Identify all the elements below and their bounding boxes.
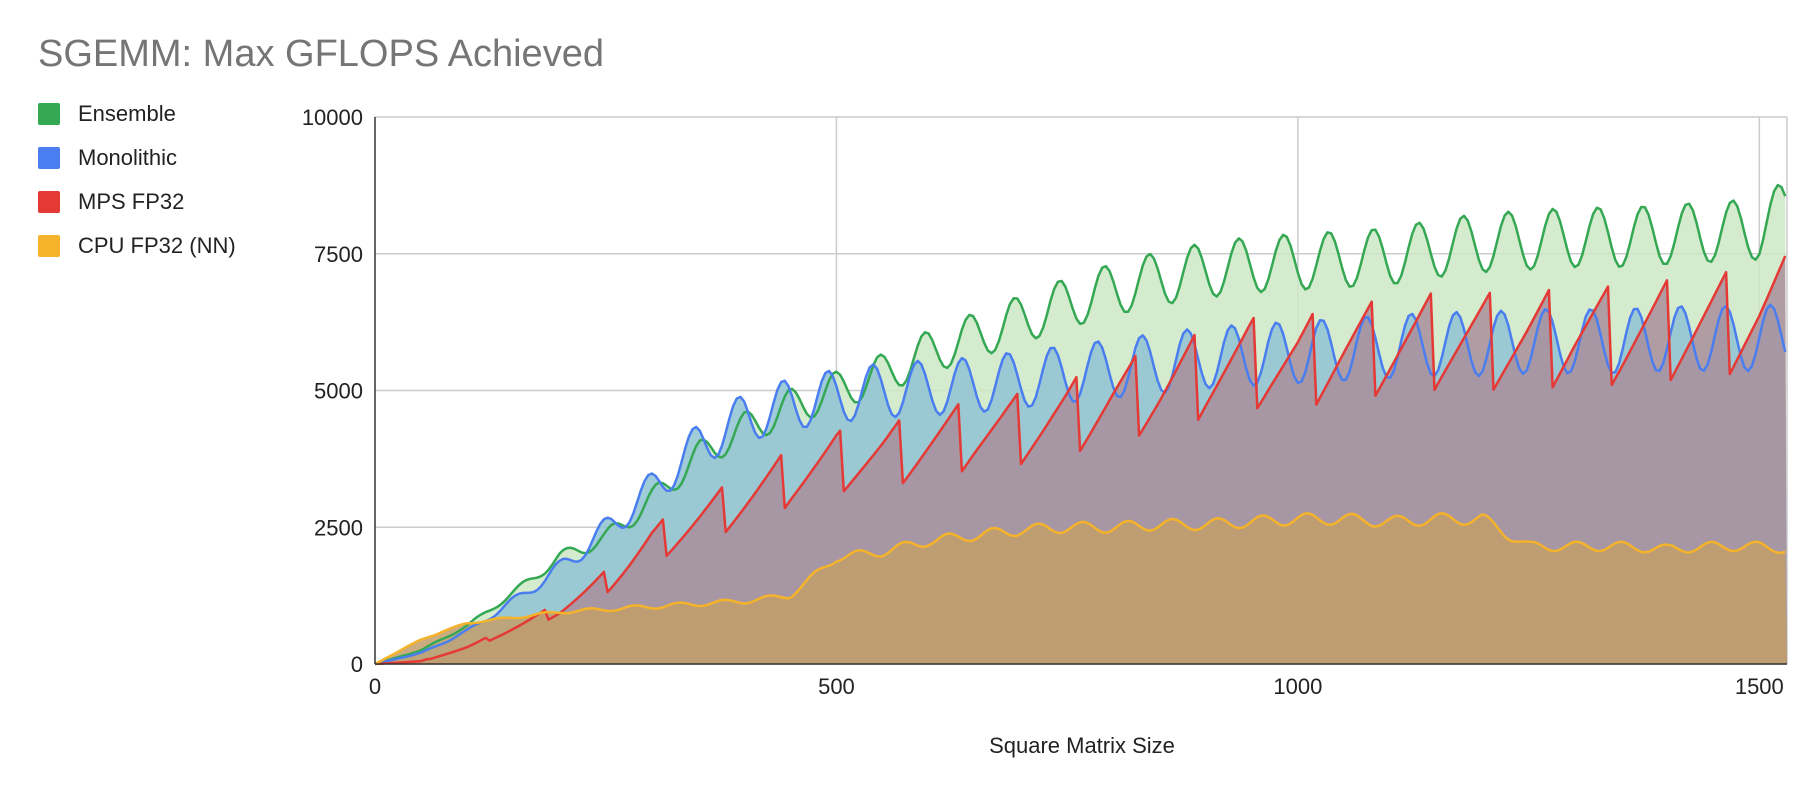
legend-label-monolithic: Monolithic xyxy=(78,145,178,170)
axes xyxy=(374,117,1787,665)
x-tick-label-1: 500 xyxy=(818,674,855,699)
legend-item-monolithic[interactable]: Monolithic xyxy=(38,145,236,170)
line-mps-fp32 xyxy=(374,255,1787,666)
tick-labels: 0 2500 5000 7500 10000 0 500 1000 1500 xyxy=(302,105,1784,699)
legend-label-ensemble: Ensemble xyxy=(78,101,176,126)
x-tick-label-2: 1000 xyxy=(1273,674,1322,699)
y-tick-label-0: 0 xyxy=(351,652,363,677)
legend-item-ensemble[interactable]: Ensemble xyxy=(38,101,236,126)
line-cpu-fp32-nn- xyxy=(374,511,1786,666)
y-tick-label-1: 2500 xyxy=(314,515,363,540)
legend-swatch-mps-fp32 xyxy=(38,191,60,213)
series-areas xyxy=(375,185,1787,664)
legend-swatch-ensemble xyxy=(38,103,60,125)
legend-item-cpu-fp32[interactable]: CPU FP32 (NN) xyxy=(38,233,236,258)
legend-label-mps-fp32: MPS FP32 xyxy=(78,189,185,214)
x-tick-label-3: 1500 xyxy=(1735,674,1784,699)
chart-title: SGEMM: Max GFLOPS Achieved xyxy=(38,33,604,75)
legend-swatch-monolithic xyxy=(38,147,60,169)
legend-swatch-cpu-fp32 xyxy=(38,235,60,257)
series-lines xyxy=(374,183,1787,666)
line-ensemble xyxy=(374,183,1787,666)
y-tick-label-4: 10000 xyxy=(302,105,363,130)
x-axis-title: Square Matrix Size xyxy=(989,733,1175,758)
y-tick-label-3: 7500 xyxy=(314,242,363,267)
area-cpu-fp32-nn- xyxy=(375,513,1787,664)
legend: Ensemble Monolithic MPS FP32 CPU FP32 (N… xyxy=(38,101,236,279)
y-tick-label-2: 5000 xyxy=(314,379,363,404)
x-tick-label-0: 0 xyxy=(369,674,381,699)
legend-item-mps-fp32[interactable]: MPS FP32 xyxy=(38,189,236,214)
legend-label-cpu-fp32: CPU FP32 (NN) xyxy=(78,233,236,258)
